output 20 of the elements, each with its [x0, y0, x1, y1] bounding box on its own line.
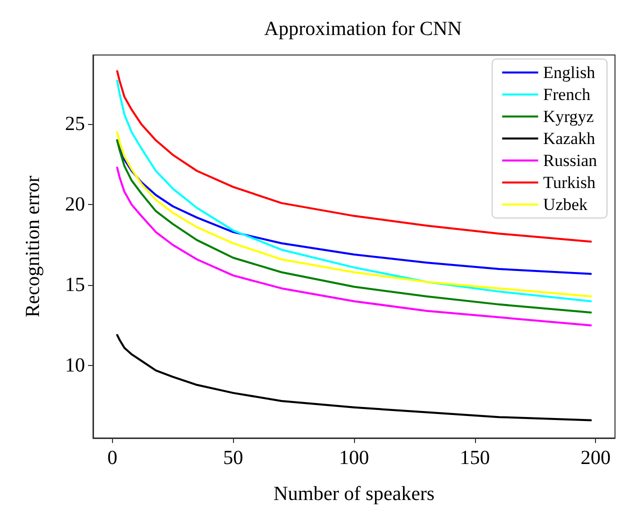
x-axis-title: Number of speakers	[273, 483, 435, 505]
legend-label: Kazakh	[543, 129, 596, 148]
x-tick-label: 0	[107, 447, 118, 469]
legend-label: Kyrgyz	[543, 107, 594, 126]
y-axis-title: Recognition error	[22, 175, 44, 318]
legend-label: English	[543, 63, 596, 82]
legend-label: Russian	[543, 151, 598, 170]
x-tick-label: 150	[460, 447, 490, 469]
y-tick-label: 25	[65, 113, 85, 136]
y-tick-label: 10	[65, 354, 85, 377]
y-tick-label: 20	[65, 194, 85, 216]
chart-title: Approximation for CNN	[264, 18, 462, 40]
y-tick-label: 15	[65, 274, 85, 296]
x-tick-label: 50	[223, 447, 244, 469]
legend-label: Uzbek	[543, 195, 588, 214]
x-tick-label: 200	[580, 447, 611, 469]
legend-label: Turkish	[543, 173, 596, 192]
x-tick-label: 100	[339, 447, 369, 469]
line-series	[116, 334, 592, 422]
legend-label: French	[543, 85, 591, 104]
